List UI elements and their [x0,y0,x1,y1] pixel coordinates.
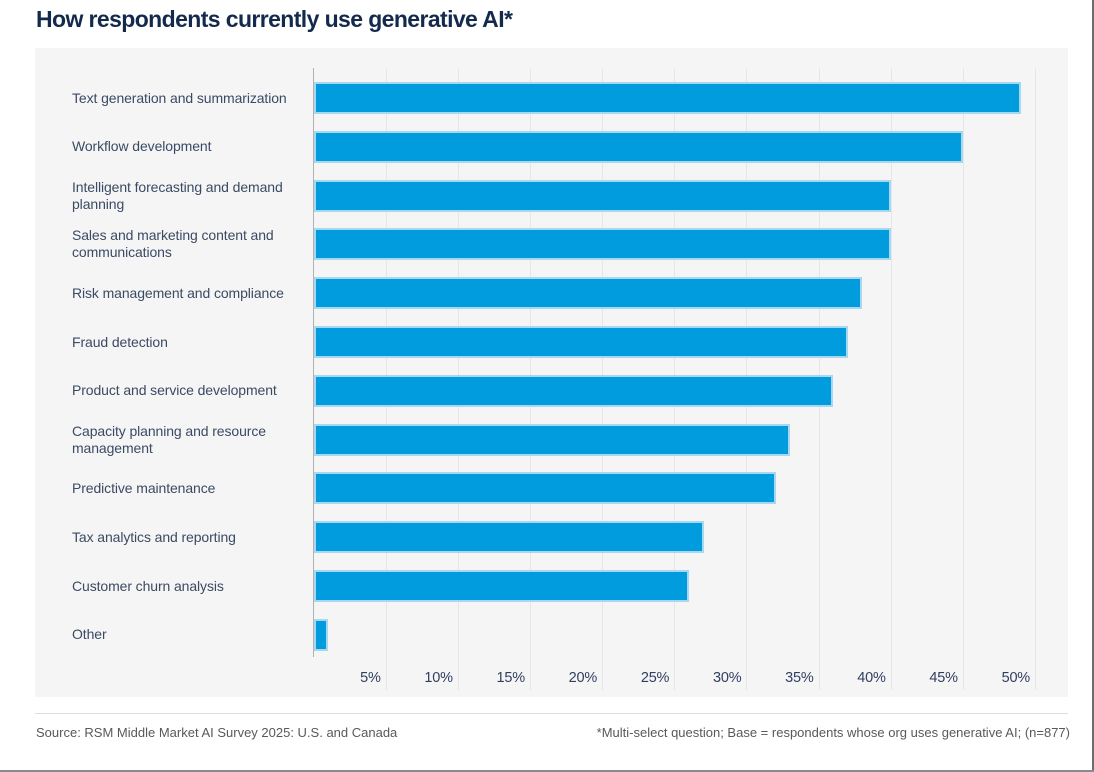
bar [314,374,834,407]
bar [314,423,791,456]
category-label: Text generation and summarization [72,89,287,106]
x-tick-label: 50% [1001,670,1031,686]
category-label: Tax analytics and reporting [72,528,236,545]
x-tick-label: 35% [785,670,814,686]
window-border-right [1092,0,1094,772]
page-title: How respondents currently use generative… [36,6,513,32]
category-label: Sales and marketing content and communic… [72,227,274,261]
category-label: Customer churn analysis [72,577,224,594]
category-label: Workflow development [72,138,212,155]
x-tick-label: 15% [496,670,526,686]
bar [314,130,964,163]
bar [314,521,704,554]
x-tick-label: 5% [360,670,381,686]
x-tick-label: 10% [424,670,453,686]
x-tick-label: 30% [712,670,742,686]
chart-panel: Text generation and summarization Workflo… [35,48,1068,697]
category-label: Fraud detection [72,333,168,350]
bar [314,82,1022,114]
x-tick-label: 45% [929,670,958,686]
category-label: Predictive maintenance [72,479,216,496]
bar [314,618,329,651]
category-label: Product and service development [72,382,277,399]
window-border-bottom [0,770,1094,772]
bar [314,228,892,261]
bar [314,277,863,310]
bar [314,472,776,505]
bar [314,570,690,602]
x-tick-label: 25% [640,670,670,686]
bar [314,179,892,212]
gridline [890,68,892,690]
footnote-text: *Multi-select question; Base = responden… [596,725,1070,740]
x-tick-label: 40% [857,670,886,686]
category-label: Capacity planning and resource managemen… [72,422,266,456]
gridline [1035,68,1036,690]
source-text: Source: RSM Middle Market AI Survey 2025… [36,725,398,740]
gridline [962,68,964,690]
category-label: Risk management and compliance [72,284,284,301]
category-label: Intelligent forecasting and demand plann… [72,178,283,212]
category-label: Other [72,626,107,643]
bar [314,326,848,358]
footer-divider [35,713,1068,714]
y-axis-line [313,68,314,657]
x-tick-label: 20% [568,670,598,686]
